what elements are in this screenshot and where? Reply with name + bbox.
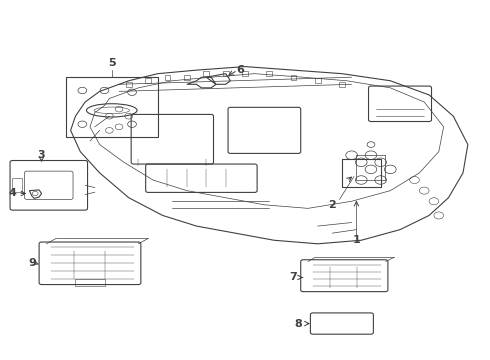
Text: 7: 7 xyxy=(290,273,297,283)
Bar xyxy=(339,82,345,87)
Bar xyxy=(203,71,209,76)
Text: 6: 6 xyxy=(236,65,244,75)
Bar xyxy=(223,71,228,76)
Bar xyxy=(315,78,320,84)
Bar xyxy=(126,82,132,87)
Text: 8: 8 xyxy=(294,319,302,329)
Text: 4: 4 xyxy=(8,189,16,198)
Text: 9: 9 xyxy=(28,258,36,268)
Bar xyxy=(12,179,22,192)
Bar xyxy=(267,71,272,76)
Text: 3: 3 xyxy=(38,150,46,160)
Bar xyxy=(165,75,171,80)
Text: 1: 1 xyxy=(352,235,360,245)
Text: 5: 5 xyxy=(108,58,116,68)
Bar xyxy=(145,78,151,84)
Bar xyxy=(66,77,158,138)
Bar xyxy=(291,75,296,80)
Bar xyxy=(242,71,248,76)
Text: 2: 2 xyxy=(328,200,336,210)
Bar xyxy=(184,75,190,80)
Bar xyxy=(75,279,104,286)
